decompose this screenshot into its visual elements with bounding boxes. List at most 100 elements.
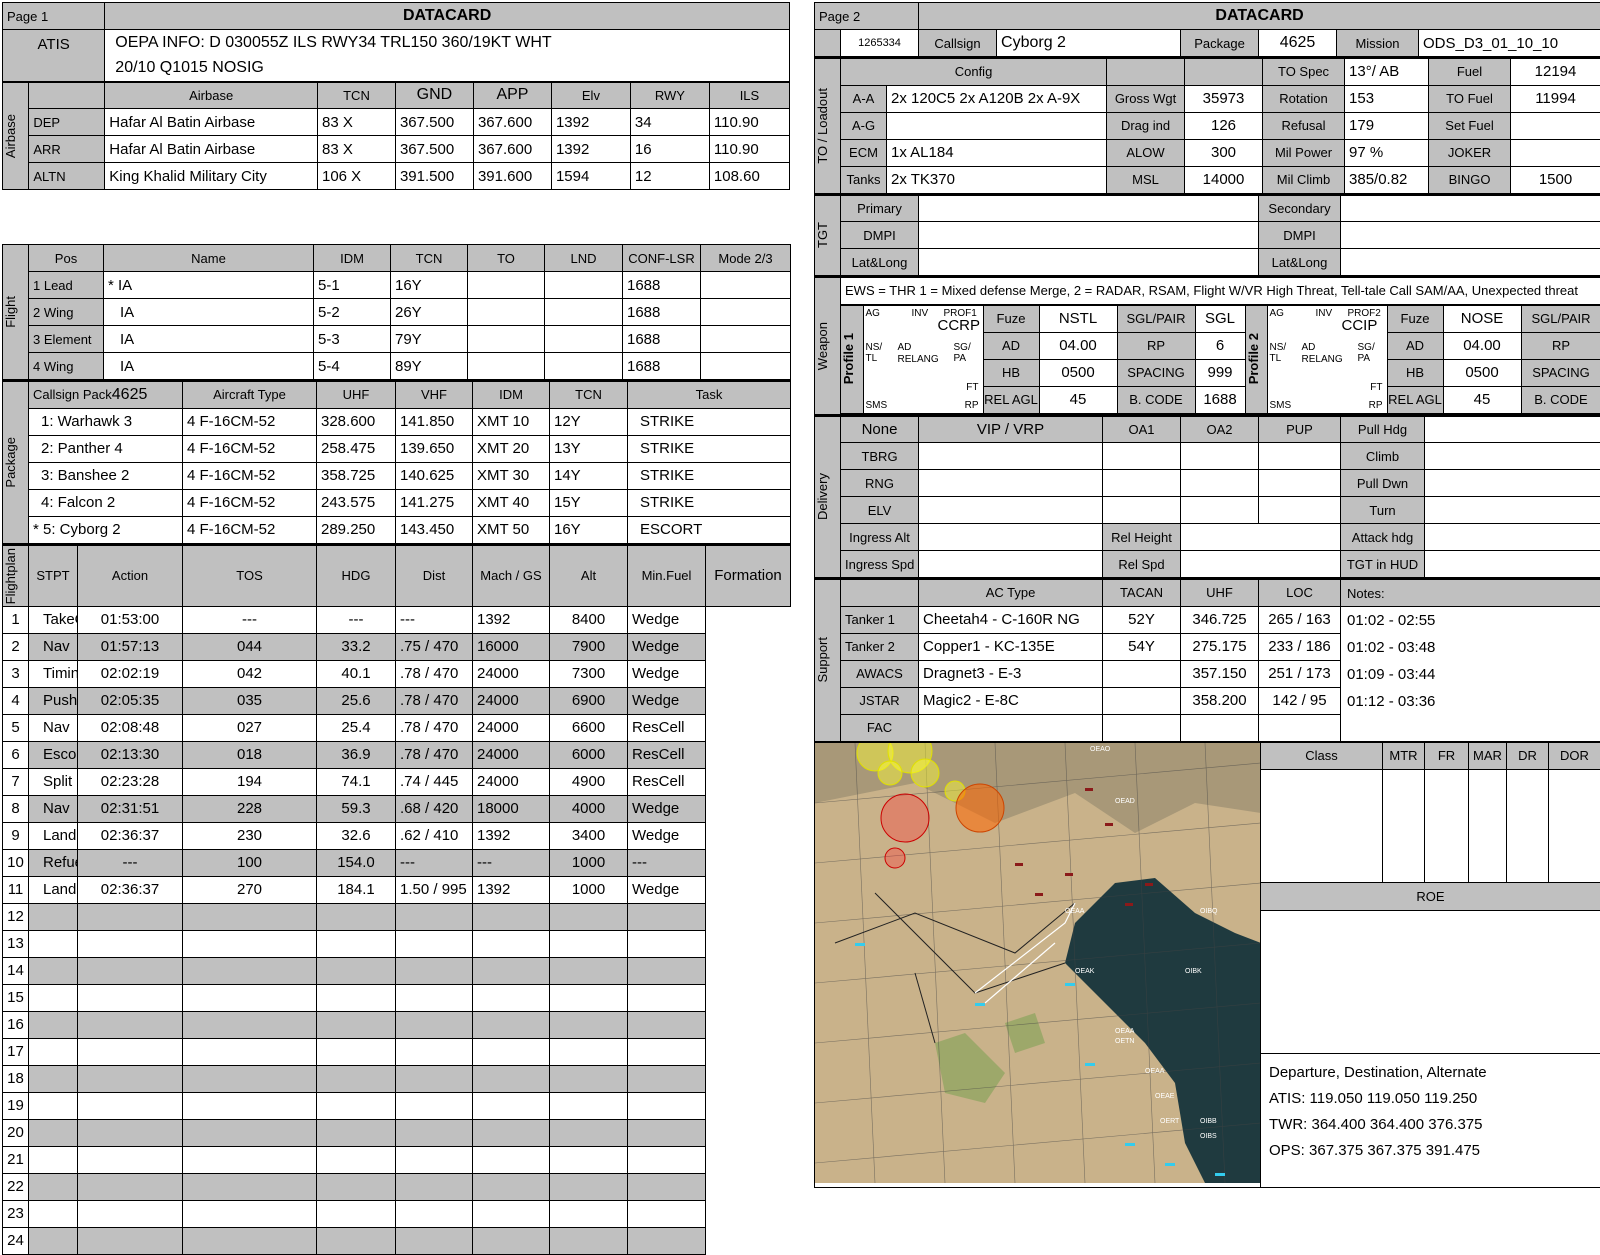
refusal-value: 179 (1345, 112, 1429, 139)
pos-header: Pos (29, 245, 104, 272)
map-label: OEAA (1065, 908, 1085, 915)
fp-min-fuel (550, 903, 628, 930)
support-loc: 233 / 186 (1259, 633, 1341, 660)
fp-hdg (183, 1011, 317, 1038)
sms-ad: AD (1302, 342, 1316, 353)
tcn-header: TCN (550, 381, 628, 408)
fuze-value: NSTL (1039, 305, 1117, 332)
fuel-value: 12194 (1511, 58, 1600, 85)
fuze-label: Fuze (983, 305, 1039, 332)
fp-dist (317, 903, 396, 930)
datacard-page-2: Page 2 DATACARD 1265334 Callsign Cyborg … (814, 2, 1600, 1188)
gross-value: 35973 (1185, 85, 1263, 112)
aa-value: 2x 120C5 2x A120B 2x A-9X (887, 85, 1107, 112)
joker-label: JOKER (1429, 139, 1511, 166)
flightplan-row: 23 (3, 1200, 791, 1227)
fp-formation (628, 1038, 706, 1065)
fp-min-fuel: 1000 (550, 849, 628, 876)
fp-min-fuel: 1000 (550, 876, 628, 903)
flightplan-row: 17 (3, 1038, 791, 1065)
flightplan-row: 24 (3, 1227, 791, 1254)
support-loc: 142 / 95 (1259, 687, 1341, 714)
support-loc: 265 / 163 (1259, 606, 1341, 633)
fp-stpt: 16 (3, 1011, 29, 1038)
fp-alt: --- (473, 849, 550, 876)
support-note: 01:09 - 03:44 (1341, 661, 1600, 688)
relagl-value: 45 (1443, 386, 1521, 413)
spacing-label: SPACING (1521, 359, 1600, 386)
fp-stpt: 6 (3, 741, 29, 768)
stpt-header: STPT (29, 545, 78, 607)
tofuel-label: TO Fuel (1429, 85, 1511, 112)
fp-mach-gs (396, 1200, 473, 1227)
flight-mode (701, 272, 791, 299)
ag-value (887, 112, 1107, 139)
fp-formation (628, 1011, 706, 1038)
fp-hdg: 018 (183, 741, 317, 768)
joker-value (1511, 139, 1600, 166)
airbase-section-label: Airbase (3, 112, 18, 160)
fp-alt (473, 930, 550, 957)
package-vhf: 140.625 (396, 462, 473, 489)
fp-action: Split (29, 768, 78, 795)
flightplan-row: 14 (3, 957, 791, 984)
config-label: Config (841, 58, 1107, 85)
fp-formation (628, 1146, 706, 1173)
mission-value: ODS_D3_01_10_10 (1419, 30, 1600, 57)
support-loc: 251 / 173 (1259, 660, 1341, 687)
fp-min-fuel (550, 1173, 628, 1200)
atis-text: OEPA INFO: D 030055Z ILS RWY34 TRL150 36… (105, 30, 790, 82)
ingress-alt-label: Ingress Alt (841, 524, 919, 551)
package-tcn: 16Y (550, 516, 628, 543)
map-label: OEAA (1145, 1068, 1165, 1075)
fp-action (29, 930, 78, 957)
package-section-label: Package (3, 435, 18, 490)
flight-name: * IA (104, 272, 314, 299)
pup-header: PUP (1259, 416, 1341, 443)
map-label: OEAK (1075, 968, 1095, 975)
fp-mach-gs: --- (396, 849, 473, 876)
fp-mach-gs: .78 / 470 (396, 741, 473, 768)
airbase-app: 367.600 (473, 109, 551, 136)
mission-label: Mission (1337, 30, 1419, 57)
flight-tcn: 89Y (391, 353, 468, 380)
bcode-label: B. CODE (1521, 386, 1600, 413)
fp-dist: --- (317, 606, 396, 633)
relagl-label: REL AGL (983, 386, 1039, 413)
ad-label: AD (1387, 332, 1443, 359)
page-label: Page 2 (815, 3, 919, 30)
uhf-header: UHF (1181, 579, 1259, 606)
setfuel-value (1511, 112, 1600, 139)
sms-rp: RP (1369, 400, 1383, 411)
package-number: 4625 (112, 386, 148, 403)
ingress-spd-label: Ingress Spd (841, 551, 919, 578)
fp-stpt: 21 (3, 1146, 29, 1173)
fp-hdg (183, 1038, 317, 1065)
fp-hdg: 270 (183, 876, 317, 903)
fp-dist: 59.3 (317, 795, 396, 822)
sms-sgpa: SG/ PA (1358, 342, 1382, 364)
uhf-header: UHF (317, 381, 396, 408)
fp-min-fuel: 3400 (550, 822, 628, 849)
msl-value: 14000 (1185, 166, 1263, 193)
mission-id: 1265334 (841, 30, 919, 57)
fp-action (29, 1011, 78, 1038)
fp-dist (317, 1092, 396, 1119)
loc-header: LOC (1259, 579, 1341, 606)
airbase-name: Hafar Al Batin Airbase (105, 109, 318, 136)
sms-sms: SMS (866, 400, 888, 411)
sms-inv: INV (1316, 308, 1333, 319)
bingo-value: 1500 (1511, 166, 1600, 193)
fp-alt (473, 1173, 550, 1200)
package-task: STRIKE (628, 408, 791, 435)
fp-stpt: 3 (3, 660, 29, 687)
tactical-map[interactable]: OEAO OEAD OEAA OEAK OIBK OIBQ OEAA OEAE … (815, 742, 1261, 1187)
name-header: Name (104, 245, 314, 272)
flight-pos: 1 Lead (29, 272, 104, 299)
fp-formation (628, 1200, 706, 1227)
fp-mach-gs (396, 984, 473, 1011)
